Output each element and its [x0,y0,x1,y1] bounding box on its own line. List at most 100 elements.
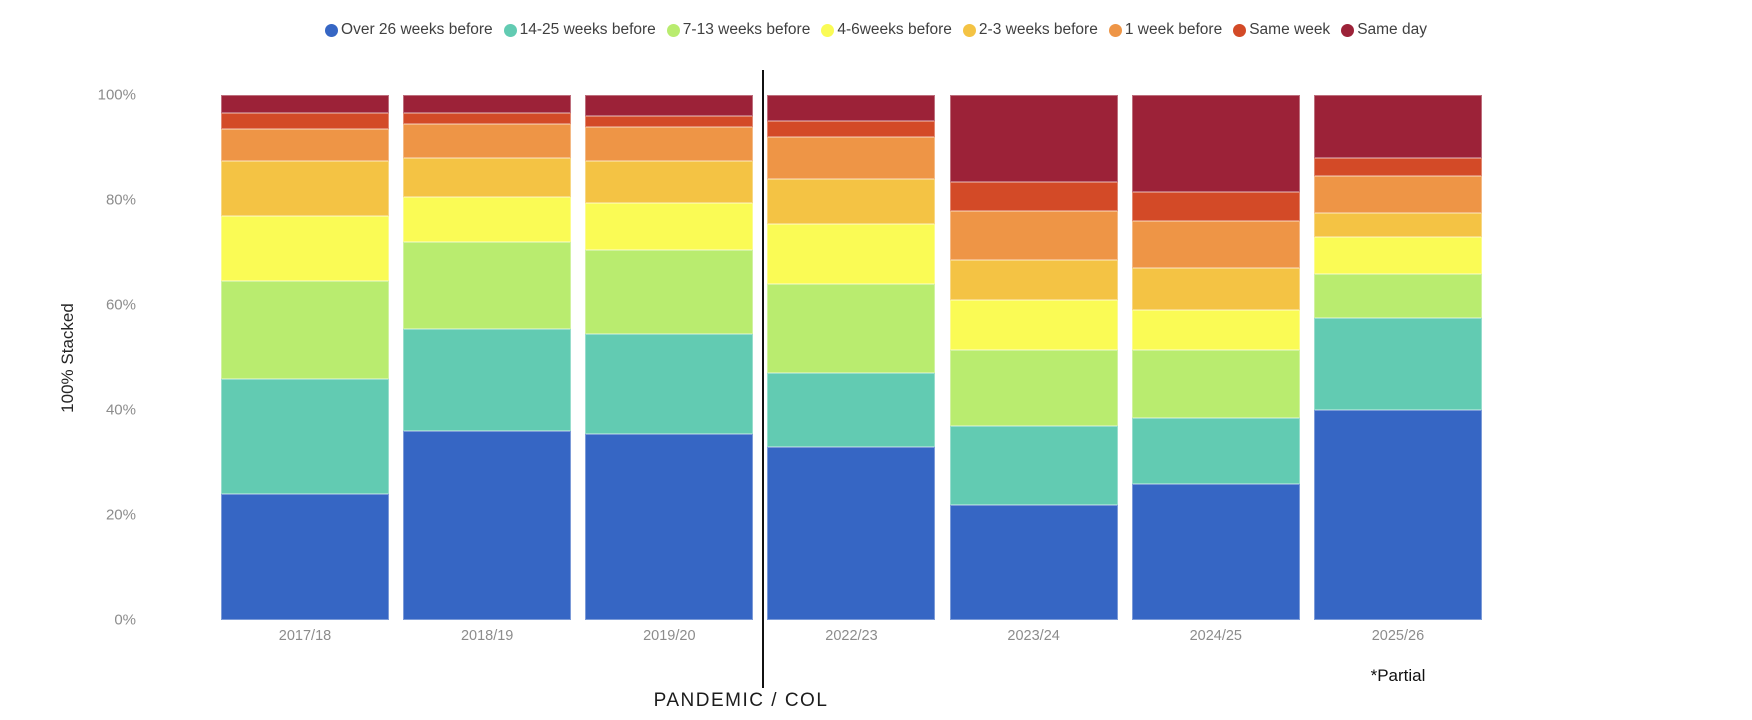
legend-dot-icon [503,23,517,37]
bar-segment[interactable] [1131,483,1300,620]
legend-item-label: 1 week before [1124,21,1223,38]
bar-segment[interactable] [403,431,572,620]
legend-dot-icon [666,23,680,37]
bar-segment[interactable] [1131,310,1300,350]
legend-item-label: Same day [1357,21,1427,38]
bar-segment[interactable] [949,299,1118,350]
bar-segment[interactable] [767,121,936,137]
legend-dot-icon [325,23,339,37]
bar-column-2024/25 [1131,95,1300,620]
y-axis-title: 100% Stacked [58,303,77,413]
bar-segment[interactable] [767,95,936,122]
bar-segment[interactable] [1131,95,1300,193]
legend-dot-icon [1108,23,1122,37]
legend-item-1[interactable]: Over 26 weeks before [325,21,493,39]
bar-segment[interactable] [767,284,936,374]
y-axis-tick: 0% [114,611,136,629]
bottom-axis-label: PANDEMIC / COL [653,690,829,711]
bar-segment[interactable] [949,260,1118,300]
legend: Over 26 weeks before 14-25 weeks before 7-… [0,21,1752,39]
y-axis-tick: 40% [105,401,136,419]
bar-segment[interactable] [949,504,1118,620]
legend-item-3[interactable]: 7-13 weeks before [666,21,811,39]
bar-segment[interactable] [403,328,572,431]
x-axis-labels: 2017/18 2018/19 2019/20 2022/23 2023/24 2024/… [221,628,1482,644]
bar-segment[interactable] [221,378,389,494]
bar-segment[interactable] [585,95,754,116]
bar-segment[interactable] [585,333,754,434]
bar-column-2017/18 [221,95,389,620]
bar-segment[interactable] [221,129,389,161]
bar-segment[interactable] [767,446,936,620]
bar-segment[interactable] [949,181,1118,211]
bar-column-2023/24 [949,95,1118,620]
y-axis-tick: 60% [105,296,136,314]
legend-item-8[interactable]: Same day [1341,21,1427,39]
x-axis-label: 2019/20 [643,628,696,644]
bar-segment[interactable] [1313,176,1482,214]
legend-item-label: Over 26 weeks before [341,21,493,38]
bar-segment[interactable] [585,249,754,334]
bar-segment[interactable] [1313,213,1482,237]
legend-item-label: 2-3 weeks before [978,21,1098,38]
bar-segment[interactable] [1313,273,1482,319]
x-axis-label: 2017/18 [278,628,332,644]
bar-segment[interactable] [949,425,1118,505]
bar-segment[interactable] [1131,268,1300,311]
bar-segment[interactable] [221,215,389,282]
bar-segment[interactable] [403,95,572,114]
bar-segment[interactable] [949,349,1118,426]
legend-item-label: 4-6weeks before [837,21,952,38]
bar-segment[interactable] [403,158,572,198]
bar-segment[interactable] [403,197,572,242]
x-axis-label: 2023/24 [1007,628,1060,644]
bar-segment[interactable] [585,116,754,127]
bar-column-2025/26 [1313,95,1482,620]
legend-dot-icon [962,23,976,37]
y-axis-tick: 100% [97,86,136,104]
legend-item-label: 14-25 weeks before [519,21,656,38]
x-axis-label: 2022/23 [825,628,878,644]
bar-segment[interactable] [1313,158,1482,177]
bar-segment[interactable] [1313,236,1482,274]
legend-item-6[interactable]: 1 week before [1108,21,1223,39]
bar-segment[interactable] [403,123,572,158]
legend-item-2[interactable]: 14-25 weeks before [503,21,656,39]
bar-segment[interactable] [1313,95,1482,158]
x-axis-label: 2025/26 [1371,628,1425,644]
footnote-partial: *Partial [1370,666,1426,685]
bar-segment[interactable] [767,137,936,179]
legend-item-label: 7-13 weeks before [682,21,811,38]
bar-segment[interactable] [221,281,389,379]
bar-segment[interactable] [949,210,1118,261]
bar-segment[interactable] [1131,192,1300,221]
bar-segment[interactable] [1313,410,1482,620]
y-axis-tick: 80% [105,191,136,209]
bar-segment[interactable] [767,223,936,284]
bar-segment[interactable] [1131,221,1300,269]
legend-dot-icon [821,23,835,37]
bar-segment[interactable] [403,242,572,329]
bar-segment[interactable] [221,160,389,216]
bar-segment[interactable] [585,160,754,203]
bar-segment[interactable] [1131,349,1300,418]
plot-area [221,95,1482,620]
bar-segment[interactable] [585,433,754,620]
legend-item-5[interactable]: 2-3 weeks before [962,21,1098,39]
bar-segment[interactable] [221,113,389,130]
bar-segment[interactable] [585,202,754,250]
bar-column-2022/23 [767,95,936,620]
bar-segment[interactable] [403,113,572,124]
bar-segment[interactable] [221,494,389,620]
legend-item-label: Same week [1249,21,1331,38]
bar-segment[interactable] [1313,318,1482,410]
bar-segment[interactable] [585,126,754,161]
bar-segment[interactable] [767,179,936,224]
bar-segment[interactable] [767,373,936,447]
bar-segment[interactable] [221,95,389,114]
legend-item-4[interactable]: 4-6weeks before [821,21,952,39]
bar-segment[interactable] [949,95,1118,182]
legend-item-7[interactable]: Same week [1233,21,1330,39]
bar-segment[interactable] [1131,417,1300,484]
bars [221,95,1482,620]
